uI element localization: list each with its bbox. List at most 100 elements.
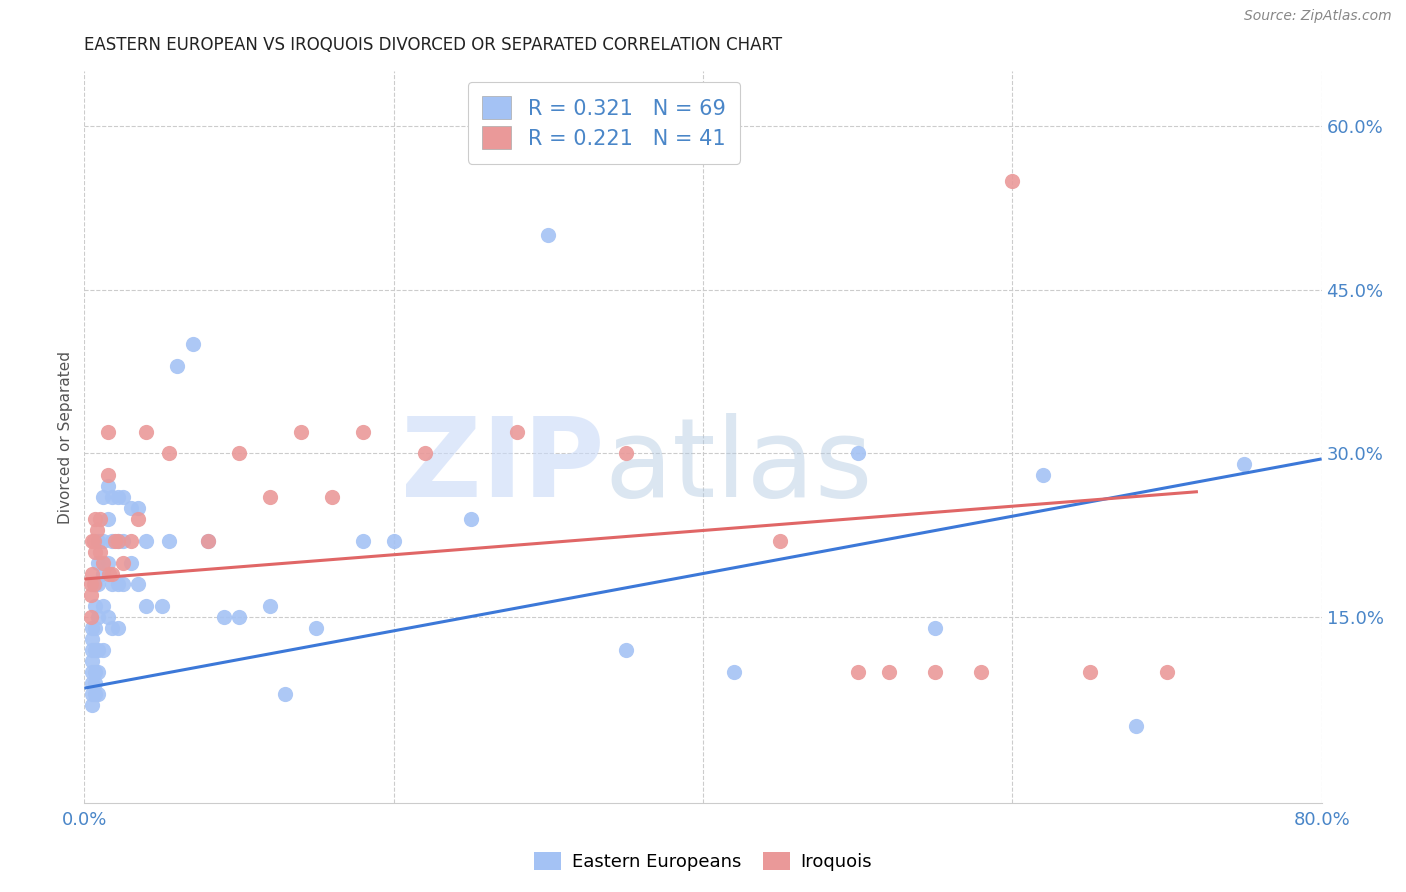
- Point: [79, 588, 101, 602]
- Point: [1125, 719, 1147, 733]
- Point: [97, 479, 120, 493]
- Point: [79, 577, 101, 591]
- Point: [91, 566, 114, 581]
- Point: [305, 621, 328, 635]
- Point: [197, 533, 219, 548]
- Point: [159, 533, 181, 548]
- Point: [82, 632, 104, 646]
- Point: [537, 228, 560, 243]
- Point: [181, 337, 204, 351]
- Point: [82, 566, 104, 581]
- Point: [107, 621, 129, 635]
- Legend: R = 0.321   N = 69, R = 0.221   N = 41: R = 0.321 N = 69, R = 0.221 N = 41: [468, 82, 741, 163]
- Point: [135, 425, 157, 439]
- Point: [120, 533, 142, 548]
- Point: [197, 533, 219, 548]
- Point: [82, 698, 104, 712]
- Point: [101, 577, 124, 591]
- Point: [112, 533, 135, 548]
- Point: [128, 501, 150, 516]
- Point: [382, 533, 405, 548]
- Point: [128, 577, 150, 591]
- Point: [166, 359, 188, 373]
- Point: [101, 566, 124, 581]
- Point: [104, 533, 127, 548]
- Point: [150, 599, 173, 614]
- Point: [97, 468, 120, 483]
- Point: [97, 610, 120, 624]
- Point: [82, 533, 104, 548]
- Point: [112, 490, 135, 504]
- Point: [769, 533, 792, 548]
- Point: [228, 610, 250, 624]
- Point: [352, 533, 374, 548]
- Point: [259, 599, 281, 614]
- Point: [614, 446, 637, 460]
- Text: atlas: atlas: [605, 413, 873, 520]
- Point: [846, 665, 869, 679]
- Point: [84, 577, 107, 591]
- Point: [82, 654, 104, 668]
- Point: [1156, 665, 1178, 679]
- Point: [91, 490, 114, 504]
- Point: [101, 533, 124, 548]
- Point: [128, 512, 150, 526]
- Point: [120, 501, 142, 516]
- Point: [87, 556, 110, 570]
- Point: [101, 621, 124, 635]
- Point: [87, 577, 110, 591]
- Point: [970, 665, 993, 679]
- Point: [723, 665, 745, 679]
- Point: [83, 533, 105, 548]
- Point: [84, 512, 107, 526]
- Point: [614, 643, 637, 657]
- Point: [91, 533, 114, 548]
- Point: [86, 523, 108, 537]
- Point: [413, 446, 436, 460]
- Point: [91, 599, 114, 614]
- Point: [82, 643, 104, 657]
- Point: [82, 687, 104, 701]
- Point: [97, 425, 120, 439]
- Y-axis label: Divorced or Separated: Divorced or Separated: [58, 351, 73, 524]
- Point: [87, 610, 110, 624]
- Point: [290, 425, 312, 439]
- Point: [91, 643, 114, 657]
- Point: [82, 665, 104, 679]
- Point: [460, 512, 482, 526]
- Point: [101, 490, 124, 504]
- Point: [97, 556, 120, 570]
- Point: [98, 566, 121, 581]
- Point: [274, 687, 297, 701]
- Point: [107, 577, 129, 591]
- Point: [352, 425, 374, 439]
- Point: [89, 545, 111, 559]
- Point: [924, 665, 946, 679]
- Point: [83, 577, 105, 591]
- Point: [107, 533, 129, 548]
- Point: [120, 556, 142, 570]
- Point: [84, 621, 107, 635]
- Point: [107, 490, 129, 504]
- Point: [89, 512, 111, 526]
- Text: ZIP: ZIP: [401, 413, 605, 520]
- Point: [112, 577, 135, 591]
- Point: [87, 533, 110, 548]
- Legend: Eastern Europeans, Iroquois: Eastern Europeans, Iroquois: [526, 845, 880, 879]
- Point: [84, 545, 107, 559]
- Point: [1233, 458, 1256, 472]
- Point: [1001, 173, 1024, 187]
- Point: [846, 446, 869, 460]
- Point: [84, 665, 107, 679]
- Point: [259, 490, 281, 504]
- Point: [87, 687, 110, 701]
- Point: [84, 675, 107, 690]
- Point: [1078, 665, 1101, 679]
- Point: [82, 621, 104, 635]
- Point: [79, 610, 101, 624]
- Point: [87, 643, 110, 657]
- Point: [135, 533, 157, 548]
- Point: [228, 446, 250, 460]
- Point: [321, 490, 343, 504]
- Point: [112, 556, 135, 570]
